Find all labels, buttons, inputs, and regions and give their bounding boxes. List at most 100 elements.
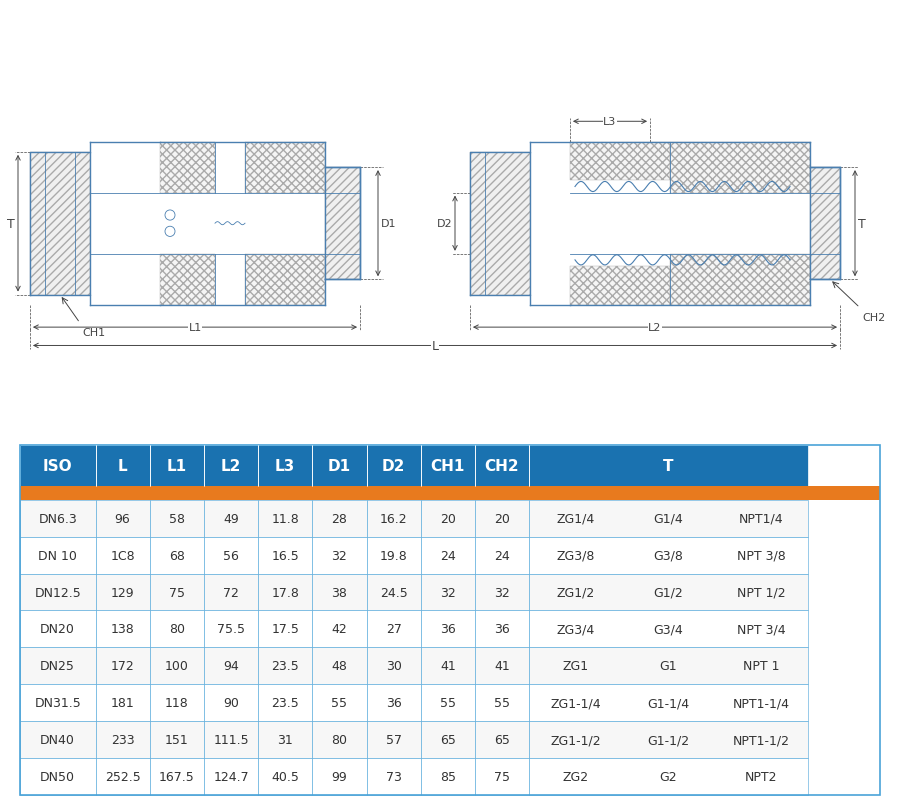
Bar xyxy=(20,758,95,795)
Bar xyxy=(366,574,420,611)
Bar xyxy=(312,647,366,684)
Text: D1: D1 xyxy=(328,459,351,474)
Text: NPT1-1/4: NPT1-1/4 xyxy=(733,696,790,709)
Bar xyxy=(95,647,149,684)
Text: 181: 181 xyxy=(111,696,134,709)
Text: 17.8: 17.8 xyxy=(271,586,299,599)
Text: 72: 72 xyxy=(223,586,239,599)
Text: 30: 30 xyxy=(386,659,401,672)
Bar xyxy=(149,537,204,574)
Bar xyxy=(258,758,312,795)
Text: 42: 42 xyxy=(331,622,347,636)
Bar xyxy=(204,537,258,574)
Bar xyxy=(670,142,810,194)
Bar xyxy=(258,611,312,647)
Text: 24.5: 24.5 xyxy=(380,586,408,599)
Text: ZG1: ZG1 xyxy=(562,659,589,672)
Bar xyxy=(258,500,312,537)
Text: 172: 172 xyxy=(111,659,134,672)
Text: 19.8: 19.8 xyxy=(380,549,408,562)
Bar xyxy=(475,574,529,611)
Text: L3: L3 xyxy=(603,117,616,127)
Bar xyxy=(149,684,204,721)
Bar xyxy=(149,647,204,684)
Bar xyxy=(670,142,810,194)
Text: 1C8: 1C8 xyxy=(111,549,135,562)
Text: 58: 58 xyxy=(169,512,184,525)
Bar xyxy=(312,537,366,574)
Bar xyxy=(30,153,90,296)
Text: L3: L3 xyxy=(275,459,295,474)
Bar xyxy=(149,611,204,647)
Text: 75.5: 75.5 xyxy=(217,622,245,636)
Bar xyxy=(366,684,420,721)
Bar xyxy=(258,647,312,684)
Bar xyxy=(475,500,529,537)
Text: DN50: DN50 xyxy=(40,770,76,783)
Bar xyxy=(420,684,475,721)
Text: DN12.5: DN12.5 xyxy=(34,586,81,599)
Bar xyxy=(529,758,808,795)
Text: 80: 80 xyxy=(169,622,184,636)
Bar xyxy=(420,574,475,611)
Text: G1/2: G1/2 xyxy=(653,586,683,599)
Text: DN20: DN20 xyxy=(40,622,75,636)
Bar xyxy=(366,721,420,758)
Bar xyxy=(570,267,670,305)
Bar xyxy=(149,721,204,758)
Bar xyxy=(20,500,95,537)
Bar xyxy=(529,500,808,537)
Bar xyxy=(529,574,808,611)
Bar xyxy=(420,446,475,487)
Bar xyxy=(312,500,366,537)
Text: 73: 73 xyxy=(386,770,401,783)
Bar xyxy=(160,255,215,305)
Bar xyxy=(366,611,420,647)
Bar xyxy=(258,684,312,721)
Text: 167.5: 167.5 xyxy=(159,770,194,783)
Bar xyxy=(258,574,312,611)
Bar xyxy=(529,647,808,684)
Text: DN25: DN25 xyxy=(40,659,75,672)
Bar xyxy=(204,758,258,795)
Bar xyxy=(570,142,670,181)
Bar xyxy=(420,721,475,758)
Bar xyxy=(149,758,204,795)
Bar xyxy=(204,611,258,647)
Text: DN31.5: DN31.5 xyxy=(34,696,81,709)
Text: DN 10: DN 10 xyxy=(38,549,77,562)
Bar xyxy=(160,255,215,305)
Text: 118: 118 xyxy=(165,696,189,709)
Text: 32: 32 xyxy=(440,586,455,599)
Text: NPT 1/2: NPT 1/2 xyxy=(737,586,786,599)
Text: D2: D2 xyxy=(382,459,405,474)
Bar xyxy=(95,721,149,758)
Bar xyxy=(366,647,420,684)
Text: 55: 55 xyxy=(440,696,455,709)
Bar xyxy=(325,168,360,280)
Bar xyxy=(475,721,529,758)
Text: 48: 48 xyxy=(331,659,347,672)
Bar xyxy=(420,758,475,795)
Bar xyxy=(312,721,366,758)
Bar xyxy=(204,647,258,684)
Bar xyxy=(149,574,204,611)
Bar xyxy=(475,537,529,574)
Bar xyxy=(312,758,366,795)
Bar xyxy=(245,142,325,194)
Bar xyxy=(258,721,312,758)
Bar xyxy=(149,500,204,537)
Bar xyxy=(204,574,258,611)
Text: 23.5: 23.5 xyxy=(272,696,299,709)
Text: 38: 38 xyxy=(331,586,347,599)
Bar xyxy=(475,446,529,487)
Bar xyxy=(95,537,149,574)
Bar xyxy=(366,446,420,487)
Bar xyxy=(475,684,529,721)
Text: 24: 24 xyxy=(440,549,455,562)
Bar xyxy=(160,142,215,194)
Text: D2: D2 xyxy=(436,219,452,229)
Bar xyxy=(475,647,529,684)
Text: NPT 1: NPT 1 xyxy=(743,659,779,672)
Bar xyxy=(20,611,95,647)
